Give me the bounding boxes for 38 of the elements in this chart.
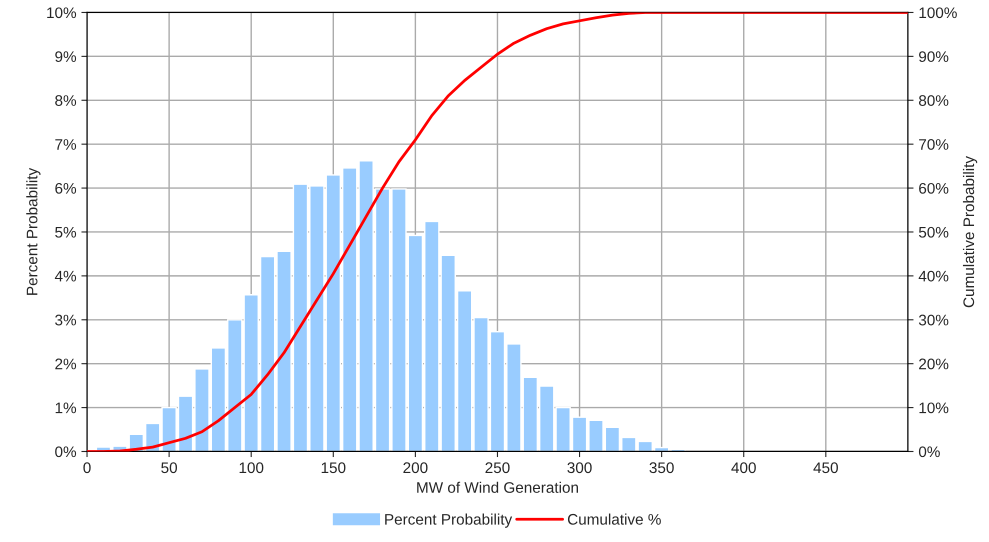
y-tick-label: 0% <box>55 446 76 458</box>
y2-axis-title: Cumulative Probability <box>962 156 978 308</box>
x-tick-label: 450 <box>813 462 838 474</box>
legend-label: Percent Probability <box>385 514 512 528</box>
x-tick-label: 0 <box>83 462 91 474</box>
y2-tick-label: 70% <box>919 139 948 150</box>
y-tick-label: 3% <box>55 314 76 326</box>
x-tick-label: 50 <box>161 462 178 474</box>
y2-tick-label: 90% <box>919 51 948 62</box>
y-tick-label: 7% <box>55 139 76 150</box>
y2-tick-label: 40% <box>918 270 948 282</box>
y-tick-label: 4% <box>54 270 76 282</box>
x-tick-label: 400 <box>731 462 756 474</box>
y2-tick-label: 0% <box>918 446 940 458</box>
y2-tick-label: 20% <box>919 358 948 370</box>
y2-tick-label: 50% <box>918 226 948 238</box>
y2-tick-label: 100% <box>919 7 957 18</box>
y2-tick-label: 60% <box>919 182 948 194</box>
x-tick-label: 300 <box>567 462 592 474</box>
y2-tick-label: 30% <box>918 314 948 326</box>
y-tick-label: 9% <box>55 51 76 62</box>
y-tick-label: 1% <box>56 402 76 414</box>
y-tick-label: 2% <box>55 358 76 370</box>
y-tick-label: 6% <box>55 182 76 194</box>
y2-tick-label: 80% <box>918 95 948 106</box>
line-series <box>87 12 908 452</box>
y-tick-label: 8% <box>55 95 76 106</box>
y-tick-label: 5% <box>55 226 76 238</box>
y-axis-title: Percent Probability <box>26 168 40 295</box>
legend-label: Cumulative % <box>568 514 661 525</box>
x-tick-label: 350 <box>649 462 674 474</box>
x-tick-label: 100 <box>240 462 264 474</box>
x-tick-label: 200 <box>403 462 428 474</box>
x-tick-label: 150 <box>322 462 346 474</box>
y2-tick-label: 10% <box>919 402 948 414</box>
x-axis-title: MW of Wind Generation <box>417 482 578 493</box>
x-tick-label: 250 <box>485 462 510 474</box>
y-tick-label: 10% <box>47 7 76 18</box>
